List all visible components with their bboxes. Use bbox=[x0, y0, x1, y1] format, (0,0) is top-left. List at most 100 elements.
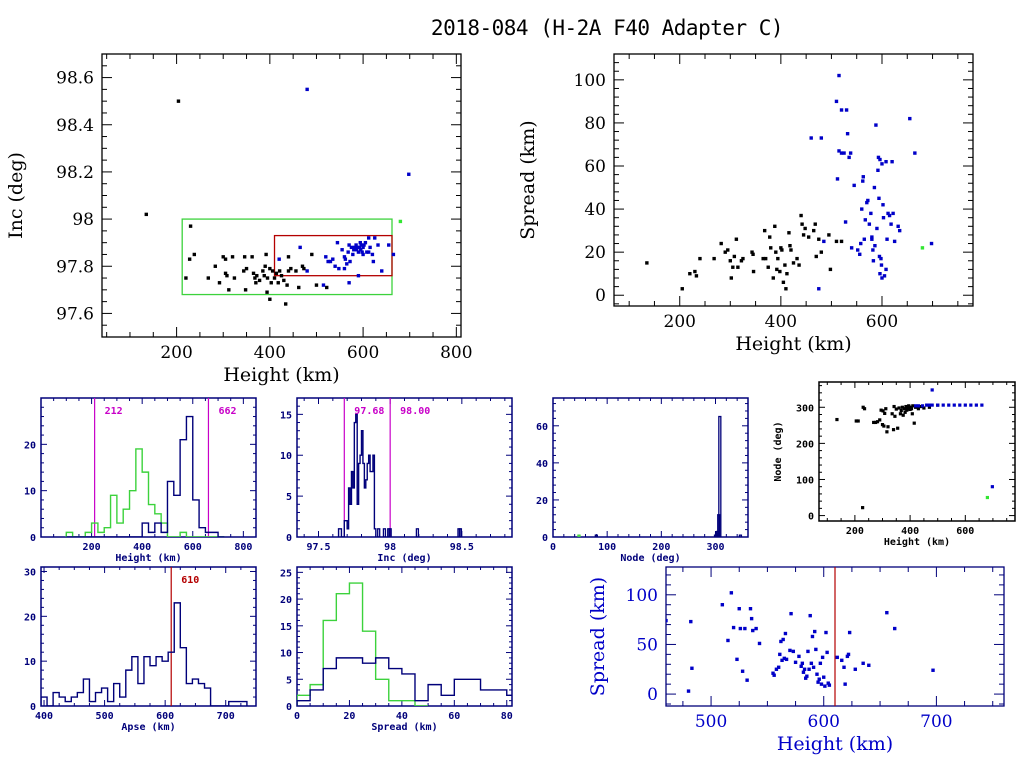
x-axis-label: Height (km) bbox=[223, 364, 339, 386]
data-point-black bbox=[916, 407, 920, 411]
data-point-blue bbox=[355, 245, 360, 250]
marker-label: 98.00 bbox=[400, 406, 430, 417]
histogram-green bbox=[297, 582, 429, 706]
histogram-bin bbox=[65, 702, 71, 706]
data-point-blue bbox=[800, 661, 805, 666]
data-point-blue bbox=[858, 252, 862, 257]
y-tick-label: 50 bbox=[636, 635, 658, 655]
histogram-bin bbox=[77, 693, 83, 706]
histogram-bin bbox=[402, 674, 415, 706]
data-point-black bbox=[797, 263, 801, 267]
data-point-blue bbox=[782, 656, 786, 661]
y-tick-label: 30 bbox=[24, 567, 36, 578]
data-point-blue bbox=[365, 250, 369, 254]
data-point-blue bbox=[886, 211, 890, 216]
data-point-blue bbox=[882, 274, 887, 278]
data-point-blue bbox=[861, 175, 865, 179]
data-point-black bbox=[285, 283, 289, 287]
data-point-black bbox=[206, 276, 211, 280]
data-point-blue bbox=[391, 252, 396, 257]
plot-area bbox=[835, 388, 994, 510]
histogram-bin bbox=[123, 509, 129, 537]
data-point-black bbox=[680, 287, 684, 291]
x-axis-label: Height (km) bbox=[777, 733, 893, 755]
data-point-blue bbox=[810, 634, 815, 639]
x-tick-label: 700 bbox=[217, 711, 235, 722]
y-axis-label: Spread (km) bbox=[517, 120, 539, 239]
data-point-black bbox=[732, 254, 737, 259]
data-point-blue bbox=[789, 611, 793, 616]
plot-frame bbox=[40, 566, 257, 707]
data-point-black bbox=[922, 406, 926, 410]
histogram-bin bbox=[241, 702, 247, 706]
y-tick-label: 15 bbox=[280, 622, 292, 633]
data-point-black bbox=[909, 407, 914, 411]
data-point-blue bbox=[277, 257, 281, 261]
y-tick-label: 300 bbox=[796, 403, 814, 414]
data-point-blue bbox=[990, 485, 994, 489]
x-tick-label: 100 bbox=[598, 542, 616, 553]
y-tick-label: 100 bbox=[796, 475, 814, 486]
data-point-blue bbox=[689, 619, 693, 624]
histogram-bin bbox=[229, 702, 235, 706]
data-point-black bbox=[255, 273, 259, 278]
histogram-spike bbox=[718, 415, 722, 537]
y-tick-label: 5 bbox=[286, 492, 292, 503]
data-point-blue bbox=[908, 116, 912, 121]
x-axis-label: Apse (km) bbox=[121, 722, 175, 733]
data-point-blue bbox=[876, 168, 880, 173]
data-point-blue bbox=[780, 658, 784, 663]
histogram-bin bbox=[89, 702, 95, 706]
data-point-blue bbox=[363, 240, 368, 245]
plot-area bbox=[65, 398, 225, 537]
x-tick-label: 400 bbox=[254, 343, 286, 363]
histogram-bin bbox=[310, 690, 323, 706]
data-point-blue bbox=[361, 245, 365, 250]
data-point-blue bbox=[371, 259, 376, 264]
y-axis-label: Inc (deg) bbox=[5, 152, 27, 239]
plot-area bbox=[577, 415, 743, 537]
x-tick-label: 400 bbox=[765, 312, 797, 332]
data-point-black bbox=[779, 246, 783, 250]
data-point-black bbox=[771, 276, 775, 280]
data-point-blue bbox=[324, 255, 328, 259]
data-point-blue bbox=[360, 250, 364, 254]
histogram-bin bbox=[199, 528, 205, 537]
data-point-black bbox=[223, 271, 228, 276]
chart-spread-vs-height: 200 400 600 0 20 40 60 80 100 Height (km) Spread (… bbox=[517, 53, 974, 355]
data-point-black bbox=[774, 250, 778, 254]
data-point-blue bbox=[916, 404, 920, 408]
data-point-black bbox=[894, 407, 898, 411]
histogram-spike bbox=[388, 528, 392, 537]
data-point-black bbox=[813, 222, 817, 226]
data-point-black bbox=[274, 271, 279, 276]
data-point-blue bbox=[809, 136, 813, 140]
data-point-blue bbox=[920, 404, 925, 408]
data-point-blue bbox=[783, 631, 788, 636]
data-point-black bbox=[227, 288, 231, 292]
histogram-bin bbox=[59, 697, 65, 706]
data-point-black bbox=[773, 224, 777, 229]
histogram-bin bbox=[364, 488, 365, 537]
y-tick-label: 10 bbox=[24, 487, 36, 498]
data-point-green bbox=[398, 219, 403, 224]
chart-title: 2018-084 (H-2A F40 Adapter C) bbox=[430, 16, 784, 40]
x-tick-label: 600 bbox=[184, 542, 202, 553]
data-point-black bbox=[780, 248, 784, 252]
data-point-blue bbox=[839, 151, 844, 155]
data-point-blue bbox=[809, 661, 814, 666]
data-point-black bbox=[884, 407, 888, 411]
data-point-blue bbox=[720, 603, 725, 607]
histogram-bin bbox=[454, 679, 467, 706]
data-point-black bbox=[788, 243, 792, 248]
data-point-blue bbox=[368, 245, 372, 250]
data-point-blue bbox=[840, 658, 844, 663]
data-point-black bbox=[799, 213, 803, 218]
data-point-blue bbox=[860, 207, 864, 211]
data-point-blue bbox=[358, 240, 362, 245]
data-point-blue bbox=[801, 670, 806, 674]
x-tick-label: 600 bbox=[866, 312, 898, 332]
data-point-blue bbox=[845, 131, 850, 136]
data-point-black bbox=[828, 267, 833, 272]
data-point-blue bbox=[354, 248, 359, 252]
